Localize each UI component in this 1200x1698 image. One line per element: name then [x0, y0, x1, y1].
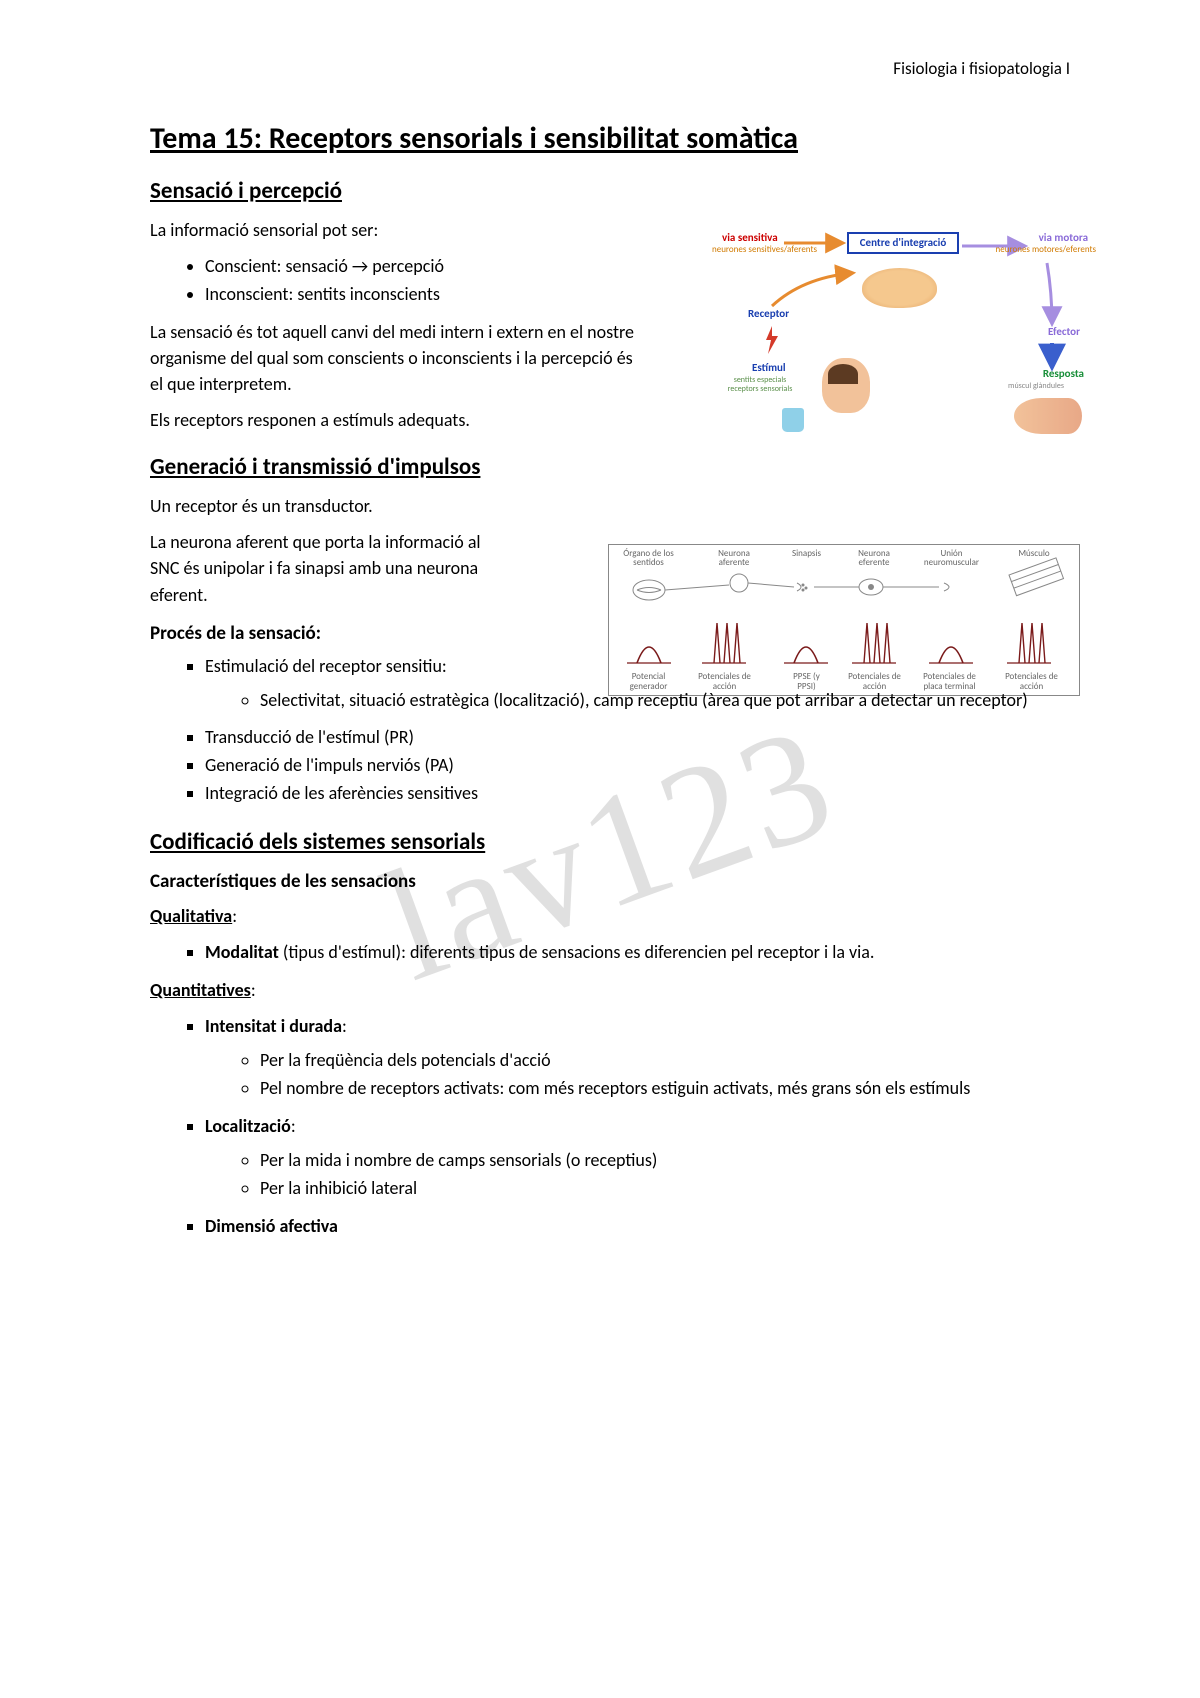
list-item-bold: Localització — [205, 1115, 291, 1137]
list-item-bold: Modalitat — [205, 941, 279, 963]
s2-list: Estimulació del receptor sensitiu: Selec… — [150, 653, 1070, 808]
section1-heading: Sensació i percepció — [150, 177, 1070, 205]
s1-intro: La informació sensorial pot ser: — [150, 217, 640, 243]
list-item: Conscient: sensació → percepció — [205, 253, 1070, 281]
list-item: Localització: Per la mida i nombre de ca… — [205, 1113, 1070, 1203]
list-item: Modalitat (tipus d'estímul): diferents t… — [205, 939, 1070, 967]
list-item: Transducció de l'estímul (PR) — [205, 724, 1070, 752]
list-item: Estimulació del receptor sensitiu: Selec… — [205, 653, 1070, 715]
quantitative-list: Intensitat i durada: Per la freqüència d… — [150, 1013, 1070, 1240]
list-item: Integració de les aferències sensitives — [205, 780, 1070, 808]
quantitative-label: Quantitatives: — [150, 977, 1070, 1003]
list-item: Per la mida i nombre de camps sensorials… — [260, 1147, 1070, 1175]
list-item-text: Estimulació del receptor sensitiu: — [205, 655, 447, 677]
list-item-bold: Dimensió afectiva — [205, 1215, 338, 1237]
page-title: Tema 15: Receptors sensorials i sensibil… — [150, 120, 1070, 157]
list-item: Per la inhibició lateral — [260, 1175, 1070, 1203]
list-item: Pel nombre de receptors activats: com mé… — [260, 1075, 1070, 1103]
s3-h3: Característiques de les sensacions — [150, 870, 1070, 893]
list-item: Selectivitat, situació estratègica (loca… — [260, 687, 1070, 715]
s2-p2: La neurona aferent que porta la informac… — [150, 529, 490, 607]
page-header: Fisiologia i fisiopatologia I — [893, 58, 1070, 79]
section2-heading: Generació i transmissió d'impulsos — [150, 453, 1070, 481]
list-item: Dimensió afectiva — [205, 1213, 1070, 1241]
s1-para3: Els receptors responen a estímuls adequa… — [150, 407, 1070, 433]
list-item-rest: (tipus d'estímul): diferents tipus de se… — [279, 941, 875, 963]
s1-list: Conscient: sensació → percepció Inconsci… — [150, 253, 1070, 309]
list-item-bold: Intensitat i durada — [205, 1015, 342, 1037]
qualitative-label: Qualitativa: — [150, 903, 1070, 929]
s2-process-heading: Procés de la sensació: — [150, 622, 1070, 645]
list-item: Intensitat i durada: Per la freqüència d… — [205, 1013, 1070, 1103]
qualitative-list: Modalitat (tipus d'estímul): diferents t… — [150, 939, 1070, 967]
section3-heading: Codificació dels sistemes sensorials — [150, 828, 1070, 856]
list-item: Generació de l'impuls nerviós (PA) — [205, 752, 1070, 780]
s1-para2: La sensació és tot aquell canvi del medi… — [150, 319, 640, 397]
s2-p1: Un receptor és un transductor. — [150, 493, 490, 519]
list-item: Per la freqüència dels potencials d'acci… — [260, 1047, 1070, 1075]
list-item: Inconscient: sentits inconscients — [205, 281, 1070, 309]
